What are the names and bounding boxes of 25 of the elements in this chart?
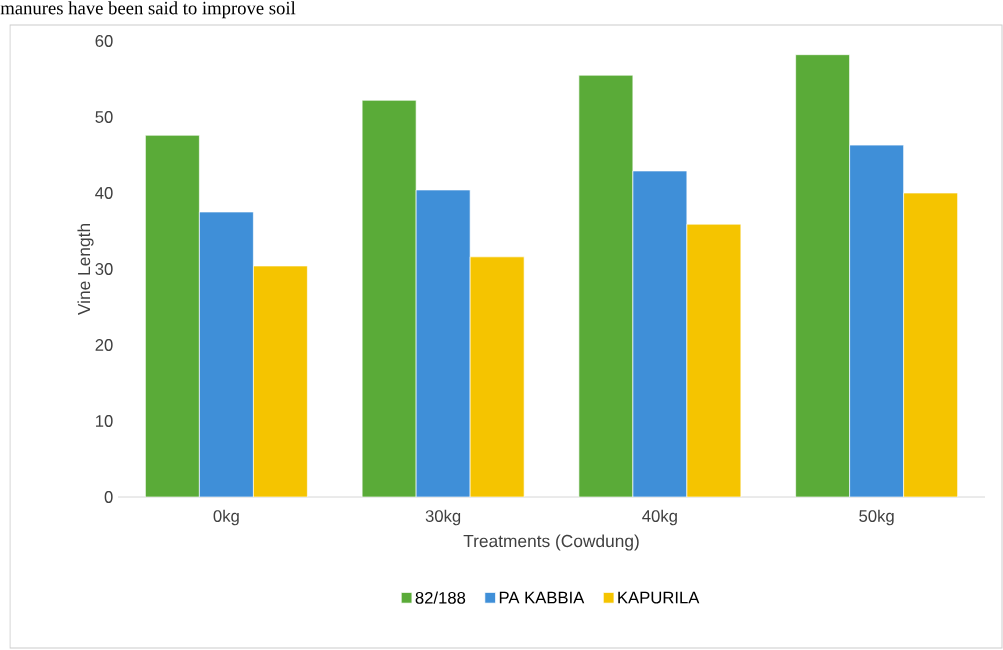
bar xyxy=(795,54,850,497)
y-tick-label: 0 xyxy=(104,491,113,503)
x-tick-label: 0kg xyxy=(213,509,239,526)
y-tick-label: 20 xyxy=(95,339,113,351)
bar xyxy=(253,265,308,497)
y-tick-label: 50 xyxy=(95,111,113,123)
x-tick-label: 50kg xyxy=(859,509,894,526)
bar xyxy=(903,192,958,497)
y-tick-label: 40 xyxy=(95,187,113,199)
x-axis-title: Treatments (Cowdung) xyxy=(463,534,639,551)
bar xyxy=(145,134,200,497)
x-tick-label: 30kg xyxy=(425,509,461,526)
x-tick-label: 40kg xyxy=(642,509,677,526)
text: manures have been said to improve soil xyxy=(0,1,296,19)
bar xyxy=(361,99,417,497)
legend-label: 82/188 xyxy=(415,591,466,604)
y-tick-label: 30 xyxy=(95,263,113,275)
y-tick-label: 60 xyxy=(95,35,113,47)
bar xyxy=(686,223,742,497)
bar xyxy=(578,74,634,497)
y-tick-label: 10 xyxy=(96,415,113,427)
bar xyxy=(469,256,525,497)
legend-label: KAPURILA xyxy=(618,591,700,604)
y-axis-title: Vine Length xyxy=(77,224,94,316)
legend-label: PA KABBIA xyxy=(499,591,585,604)
